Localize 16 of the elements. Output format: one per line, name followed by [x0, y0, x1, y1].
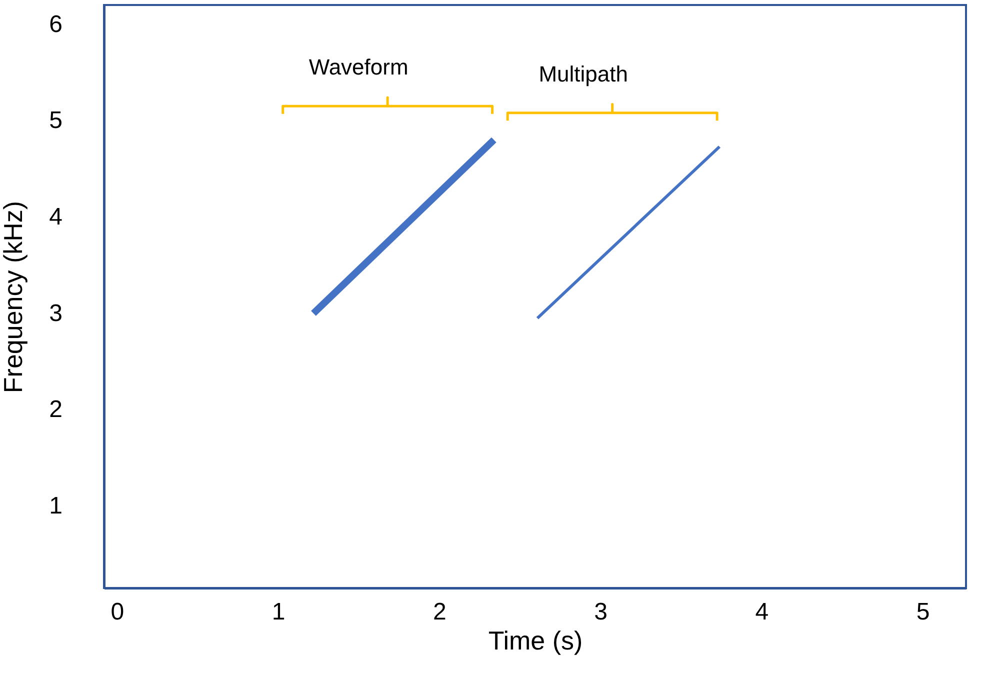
y-tick-label: 2: [49, 396, 62, 424]
y-tick-label: 4: [49, 204, 62, 230]
x-tick-label: 5: [916, 598, 930, 626]
y-tick-label: 1: [49, 492, 62, 520]
annotation: Multipath: [538, 61, 628, 86]
x-tick-label: 4: [755, 598, 769, 626]
y-axis-title: Frequency (kHz): [0, 200, 28, 394]
x-tick-label: 3: [594, 598, 608, 626]
y-tick-label: 6: [49, 10, 62, 38]
x-tick-label: 2: [432, 598, 446, 626]
x-tick-label: 0: [110, 598, 124, 626]
x-tick-label: 1: [272, 598, 286, 626]
x-axis-title: Time (s): [488, 626, 583, 656]
y-tick-label: 3: [49, 300, 62, 327]
y-tick-label: 5: [49, 107, 62, 134]
annotation: Waveform: [308, 54, 408, 80]
